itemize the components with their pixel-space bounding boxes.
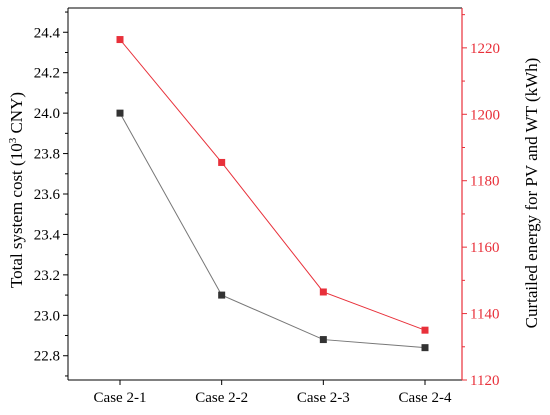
series-1-marker xyxy=(319,336,327,344)
y-axis-left-title: Total system cost (103 CNY) xyxy=(7,92,26,288)
y-left-tick-label: 23.2 xyxy=(34,268,60,284)
series-2-marker xyxy=(421,326,429,334)
y-left-tick-label: 23.6 xyxy=(34,187,61,203)
y-right-tick-label: 1180 xyxy=(470,174,499,190)
x-tick-label: Case 2-2 xyxy=(195,390,248,406)
x-tick-label: Case 2-4 xyxy=(399,390,452,406)
x-tick-label: Case 2-3 xyxy=(297,390,350,406)
series-1-marker xyxy=(218,291,226,299)
series-1-marker xyxy=(116,109,124,117)
plot-area: Case 2-1 Case 2-2 Case 2-3 Case 2-4 22.8 23.0… xyxy=(34,7,500,406)
series-1-marker xyxy=(421,344,429,352)
y-left-tick-label: 24.0 xyxy=(34,106,60,122)
y-left-tick-label: 24.4 xyxy=(34,25,61,41)
y-left-tick-label: 23.0 xyxy=(34,308,60,324)
series-2-marker xyxy=(116,36,124,44)
y-right-tick-label: 1120 xyxy=(470,373,499,389)
y-left-tick-label: 23.8 xyxy=(34,147,60,163)
y-right-tick-label: 1200 xyxy=(470,107,500,123)
y-right-tick-label: 1220 xyxy=(470,41,500,57)
y-left-tick-label: 23.4 xyxy=(34,227,61,243)
y-right-tick-label: 1140 xyxy=(470,307,499,323)
y-axis-right-title: Curtailed energy for PV and WT (kWh) xyxy=(522,58,541,329)
y-left-tick-label: 22.8 xyxy=(34,349,60,365)
series-2-marker xyxy=(319,288,327,296)
series-2-marker xyxy=(218,158,226,166)
x-tick-label: Case 2-1 xyxy=(94,390,147,406)
series-line-1 xyxy=(119,112,426,349)
series-line-2 xyxy=(119,39,426,331)
y-right-tick-label: 1160 xyxy=(470,240,499,256)
y-left-tick-label: 24.2 xyxy=(34,66,60,82)
